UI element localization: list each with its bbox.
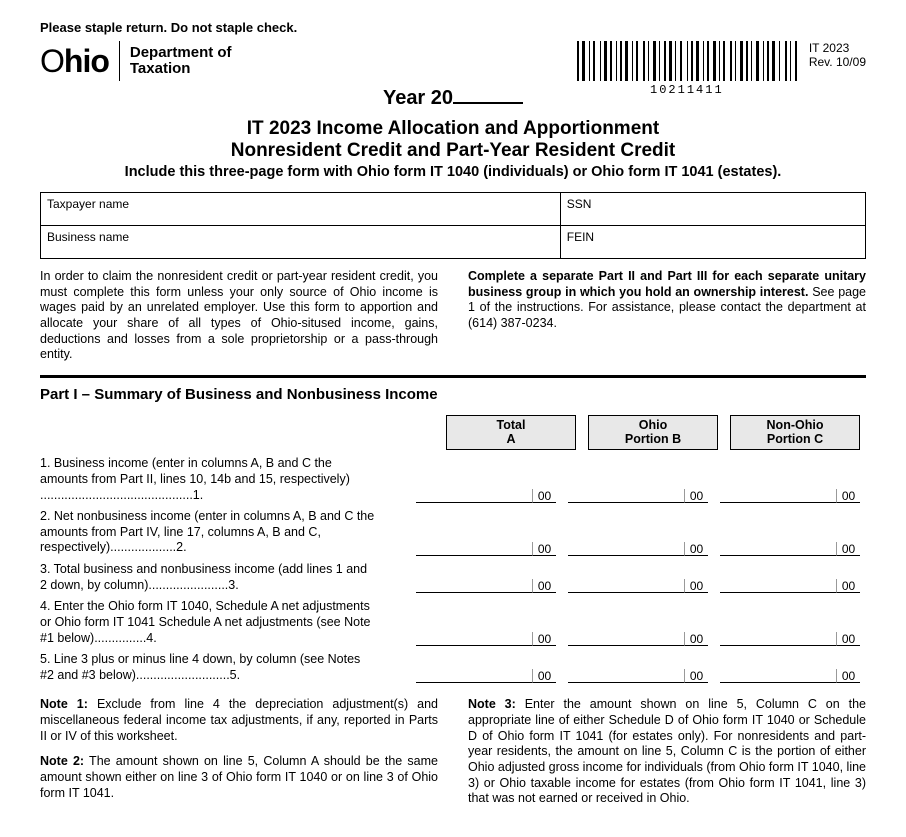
barcode <box>577 41 797 81</box>
line2-col-b[interactable]: 00 <box>568 542 708 556</box>
logo-prefix: O <box>40 43 64 79</box>
line3-col-b[interactable]: 00 <box>568 579 708 593</box>
line1-col-a[interactable]: 00 <box>416 489 556 503</box>
notes-left: Note 1: Exclude from line 4 the deprecia… <box>40 697 438 816</box>
note1-label: Note 1: <box>40 697 88 711</box>
staple-notice: Please staple return. Do not staple chec… <box>40 20 866 35</box>
notes-block: Note 1: Exclude from line 4 the deprecia… <box>40 697 866 816</box>
col-header-c: Non-Ohio Portion C <box>730 415 860 451</box>
form-id: IT 2023 <box>809 41 849 55</box>
business-name-cell[interactable]: Business name <box>41 226 561 259</box>
dept-line1: Department of <box>130 44 232 61</box>
identity-table: Taxpayer name SSN Business name FEIN <box>40 192 866 259</box>
line-text-4: 4. Enter the Ohio form IT 1040, Schedule… <box>40 599 380 646</box>
line3-col-a[interactable]: 00 <box>416 579 556 593</box>
line2-col-a[interactable]: 00 <box>416 542 556 556</box>
form-id-block: IT 2023 Rev. 10/09 <box>809 41 866 70</box>
col-header-b: Ohio Portion B <box>588 415 718 451</box>
line-row-2: 2. Net nonbusiness income (enter in colu… <box>40 509 866 556</box>
form-title-2: Nonresident Credit and Part-Year Residen… <box>40 140 866 162</box>
ohio-logo: Ohio <box>40 43 109 80</box>
note1-text: Exclude from line 4 the depreciation adj… <box>40 697 438 742</box>
line5-col-b[interactable]: 00 <box>568 669 708 683</box>
instructions-right: Complete a separate Part II and Part III… <box>468 269 866 363</box>
line-row-3: 3. Total business and nonbusiness income… <box>40 562 866 593</box>
col-header-a: Total A <box>446 415 576 451</box>
form-title-1: IT 2023 Income Allocation and Apportionm… <box>40 118 866 140</box>
line-row-5: 5. Line 3 plus or minus line 4 down, by … <box>40 652 866 683</box>
line2-col-c[interactable]: 00 <box>720 542 860 556</box>
taxpayer-name-label: Taxpayer name <box>47 197 129 211</box>
instructions-left: In order to claim the nonresident credit… <box>40 269 438 363</box>
line5-col-c[interactable]: 00 <box>720 669 860 683</box>
logo-suffix: hio <box>64 43 109 79</box>
note3-text: Enter the amount shown on line 5, Column… <box>468 697 866 805</box>
line-text-2: 2. Net nonbusiness income (enter in colu… <box>40 509 380 556</box>
department-name: Department of Taxation <box>130 45 232 78</box>
dept-line2: Taxation <box>130 60 191 77</box>
line-text-3: 3. Total business and nonbusiness income… <box>40 562 380 593</box>
line1-col-c[interactable]: 00 <box>720 489 860 503</box>
line-row-4: 4. Enter the Ohio form IT 1040, Schedule… <box>40 599 866 646</box>
part1-title: Part I – Summary of Business and Nonbusi… <box>40 386 866 403</box>
fein-cell[interactable]: FEIN <box>560 226 865 259</box>
notes-right: Note 3: Enter the amount shown on line 5… <box>468 697 866 816</box>
instructions-block: In order to claim the nonresident credit… <box>40 269 866 363</box>
logo-block: Ohio Department of Taxation <box>40 41 232 81</box>
line1-col-b[interactable]: 00 <box>568 489 708 503</box>
column-headers: Total A Ohio Portion B Non-Ohio Portion … <box>40 415 866 451</box>
form-revision: Rev. 10/09 <box>809 55 866 69</box>
instructions-right-bold: Complete a separate Part II and Part III… <box>468 269 866 299</box>
barcode-number: 10211411 <box>577 83 797 97</box>
note3-label: Note 3: <box>468 697 516 711</box>
ssn-label: SSN <box>567 197 592 211</box>
form-subtitle: Include this three-page form with Ohio f… <box>40 164 866 180</box>
section-rule <box>40 375 866 378</box>
barcode-block: 10211411 <box>577 41 797 97</box>
line5-col-a[interactable]: 00 <box>416 669 556 683</box>
line4-col-b[interactable]: 00 <box>568 632 708 646</box>
line3-col-c[interactable]: 00 <box>720 579 860 593</box>
year-blank[interactable] <box>453 102 523 104</box>
line4-col-a[interactable]: 00 <box>416 632 556 646</box>
ssn-cell[interactable]: SSN <box>560 193 865 226</box>
line-text-5: 5. Line 3 plus or minus line 4 down, by … <box>40 652 380 683</box>
taxpayer-name-cell[interactable]: Taxpayer name <box>41 193 561 226</box>
line-row-1: 1. Business income (enter in columns A, … <box>40 456 866 503</box>
business-name-label: Business name <box>47 230 129 244</box>
note2-text: The amount shown on line 5, Column A sho… <box>40 754 438 799</box>
year-prefix: Year 20 <box>383 87 453 109</box>
fein-label: FEIN <box>567 230 594 244</box>
logo-divider <box>119 41 120 81</box>
line-text-1: 1. Business income (enter in columns A, … <box>40 456 380 503</box>
line4-col-c[interactable]: 00 <box>720 632 860 646</box>
note2-label: Note 2: <box>40 754 84 768</box>
